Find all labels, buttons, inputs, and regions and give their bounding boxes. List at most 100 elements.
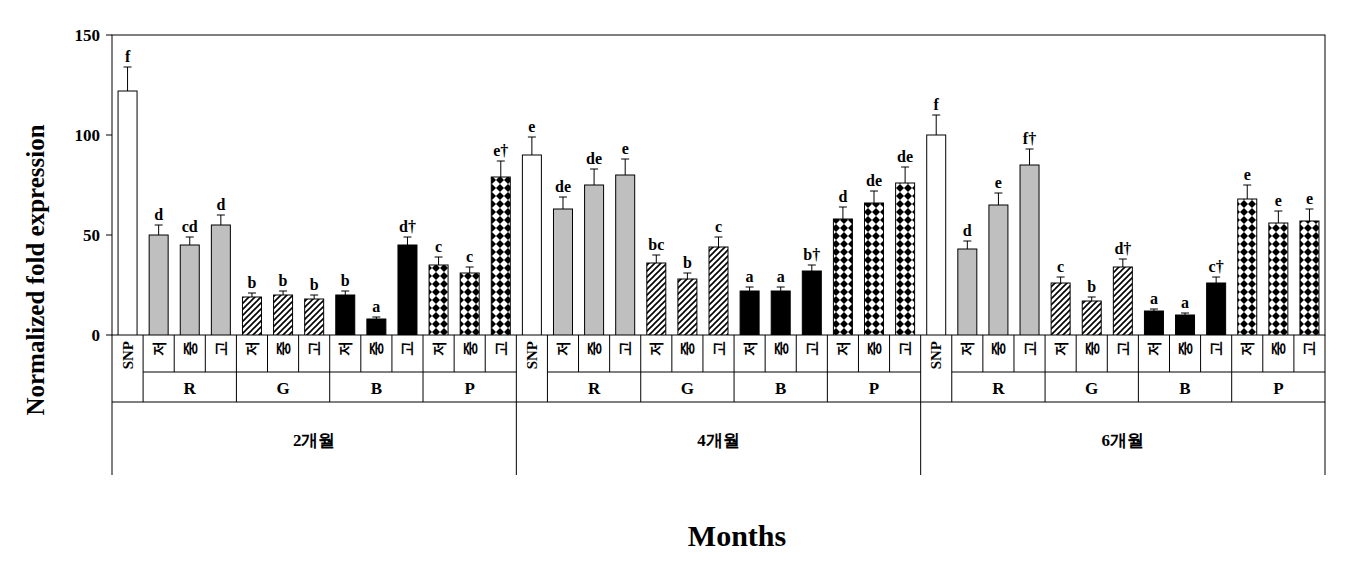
error-cap [466,267,474,268]
group-underline [734,372,827,373]
error-bar [559,197,567,209]
error-stem [314,295,315,299]
significance-letter: de [866,172,882,189]
error-bar [1305,209,1313,221]
significance-letter: bc [648,236,664,253]
category-label: SNP [928,341,944,369]
significance-letter: b† [803,246,820,263]
category-separator [1200,335,1201,372]
error-bar [994,193,1002,205]
category-label: 중 [462,341,478,356]
error-bar [715,237,723,247]
error-bar [155,225,163,235]
group-label: R [992,379,1005,398]
group-underline [143,372,236,373]
category-label: 고 [306,341,322,356]
error-bar [1150,309,1158,311]
significance-letter: c† [1209,258,1224,275]
significance-letter: f [125,48,131,65]
error-cap [652,255,660,256]
bar [647,263,666,335]
bar [1269,223,1288,335]
y-tick-label: 0 [92,326,101,345]
category-separator [671,335,672,372]
significance-letter: d [216,196,225,213]
error-cap [621,159,629,160]
bar [802,271,821,335]
bar [305,299,324,335]
error-cap [777,287,785,288]
error-stem [1309,209,1310,221]
error-stem [1278,211,1279,223]
significance-letter: c [1057,258,1064,275]
error-cap [683,273,691,274]
error-bar [372,317,380,319]
error-bar [1119,259,1127,267]
error-bar [186,237,194,245]
category-separator [112,335,113,475]
significance-letter: b [341,272,350,289]
error-bar [870,191,878,203]
category-separator [329,335,330,402]
error-stem [1216,277,1217,283]
group-underline [952,372,1045,373]
error-stem [656,255,657,263]
month-label: 2개월 [293,431,336,450]
category-separator [578,335,579,372]
plot-frame [112,35,1325,335]
error-bar [466,267,474,273]
group-label: P [464,379,474,398]
error-stem [1060,277,1061,283]
category-label: 중 [182,341,198,356]
error-cap [155,225,163,226]
error-bar [1212,277,1220,283]
bar [740,291,759,335]
significance-letter: e [528,118,535,135]
category-label: 중 [1177,341,1193,356]
error-cap [1150,309,1158,310]
error-cap [403,237,411,238]
category-separator [267,335,268,372]
significance-letter: de [555,178,571,195]
group-label: B [371,379,382,398]
error-cap [497,161,505,162]
bar [274,295,293,335]
bar [553,209,572,335]
category-label: 고 [1301,341,1317,356]
error-stem [1029,149,1030,165]
category-separator [858,335,859,372]
bar [1207,283,1226,335]
group-underline [1232,372,1325,373]
category-separator [982,335,983,372]
error-stem [189,237,190,245]
error-stem [811,265,812,271]
error-bar [777,287,785,291]
bar [211,225,230,335]
category-separator [485,335,486,372]
category-label: 저 [959,341,975,356]
bar [989,205,1008,335]
category-label: 중 [773,341,789,356]
significance-letter: e [1306,190,1313,207]
bar [1144,311,1163,335]
category-label: SNP [524,341,540,369]
error-bar [1181,313,1189,315]
error-bar [1274,211,1282,223]
group-underline [1045,372,1138,373]
category-label: 고 [1208,341,1224,356]
bar [1051,283,1070,335]
error-cap [963,241,971,242]
category-separator [796,335,797,372]
error-cap [1119,259,1127,260]
error-bar [652,255,660,263]
month-underline [921,402,1325,403]
error-bar [901,167,909,183]
error-bar [746,287,754,291]
category-separator [920,335,921,475]
category-separator [702,335,703,372]
bar [958,249,977,335]
category-separator [236,335,237,402]
month-label: 4개월 [697,431,740,450]
bar [336,295,355,335]
category-label: 중 [275,341,291,356]
